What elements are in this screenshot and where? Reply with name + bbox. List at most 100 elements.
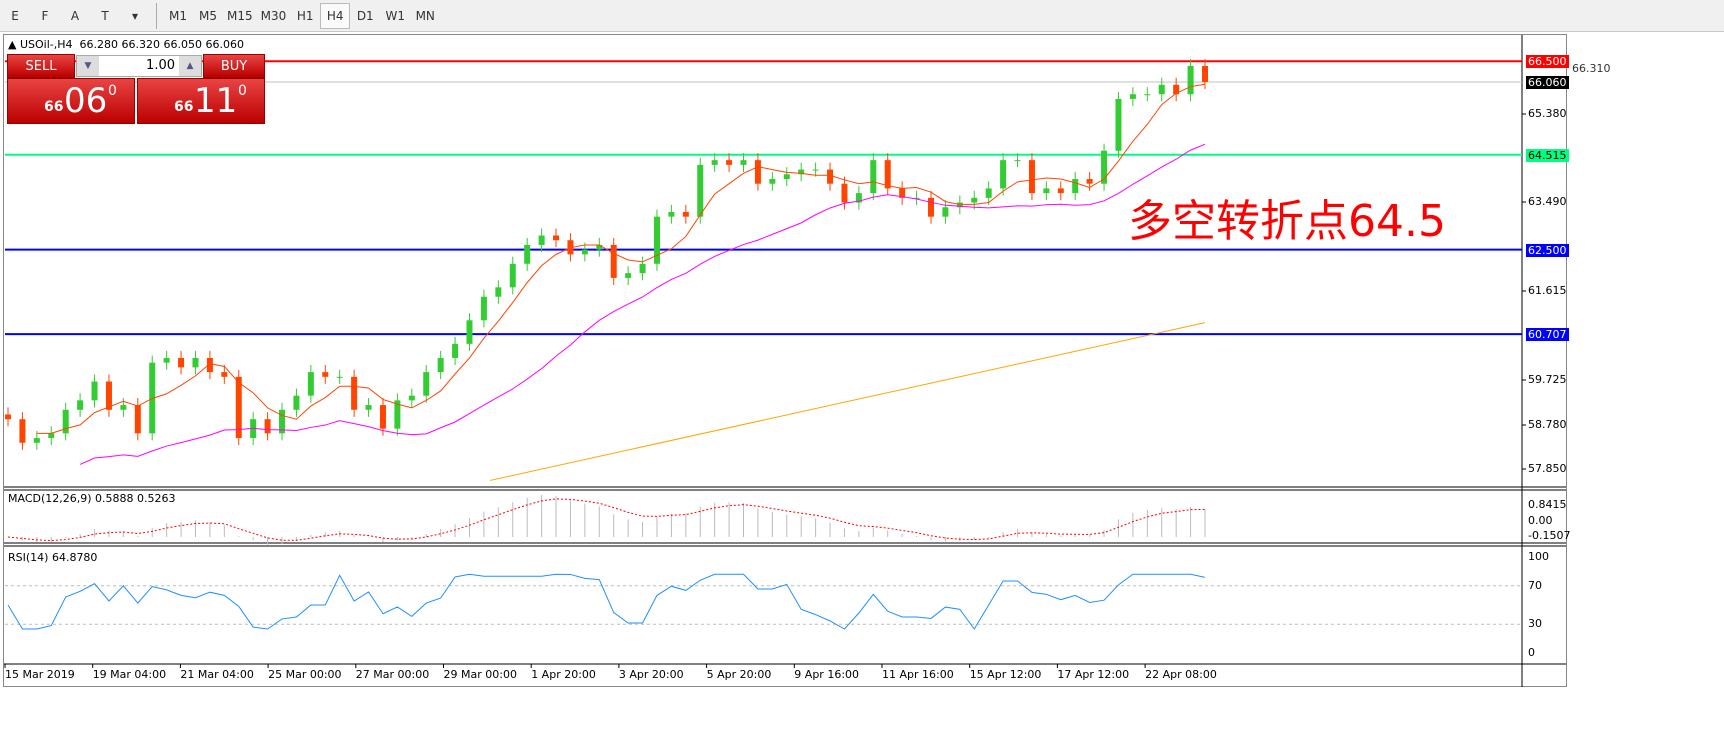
rsi-label: RSI(14) 64.8780 bbox=[8, 551, 98, 564]
timeframe-m30[interactable]: M30 bbox=[260, 8, 287, 23]
bearish-candle bbox=[322, 372, 329, 377]
arrows-icon[interactable]: ▾ bbox=[131, 8, 139, 23]
macd-signal-line bbox=[7, 498, 1206, 542]
buy-price-small: 66 bbox=[174, 99, 194, 115]
buy-price-big: 11 bbox=[194, 81, 238, 121]
buy-button[interactable]: BUY bbox=[203, 54, 265, 78]
buy-price-sup: 0 bbox=[238, 83, 247, 99]
one-click-trading-panel: SELL ▼ 1.00 ▲ BUY 66 06 0 66 11 0 bbox=[7, 54, 265, 124]
macd-axis-label: 0.8415 bbox=[1528, 498, 1567, 511]
bullish-candle bbox=[740, 160, 747, 165]
price-axis-label: 57.850 bbox=[1528, 462, 1567, 475]
price-axis-label: 58.780 bbox=[1528, 418, 1567, 431]
annotation-text: 多空转折点64.5 bbox=[1128, 196, 1446, 247]
sell-price-sup: 0 bbox=[108, 83, 117, 99]
level-price-tag: 62.500 bbox=[1526, 243, 1569, 257]
lot-input[interactable]: ▼ 1.00 ▲ bbox=[76, 55, 202, 77]
bullish-candle bbox=[163, 357, 170, 363]
buy-price[interactable]: 66 11 0 bbox=[137, 78, 265, 124]
timeframe-mn[interactable]: MN bbox=[415, 8, 435, 23]
fibo-icon[interactable]: F bbox=[41, 8, 49, 23]
bearish-candle bbox=[221, 372, 228, 377]
bullish-candle bbox=[870, 160, 877, 194]
text-label-icon[interactable]: T bbox=[101, 8, 109, 23]
bullish-candle bbox=[408, 395, 415, 401]
bullish-candle bbox=[365, 405, 372, 410]
time-axis-label: 27 Mar 00:00 bbox=[355, 668, 430, 681]
bearish-candle bbox=[553, 235, 560, 241]
rsi-axis-label: 0 bbox=[1528, 646, 1535, 659]
timeframe-m1[interactable]: M1 bbox=[169, 8, 187, 23]
macd-axis-label: -0.1507 bbox=[1528, 529, 1571, 542]
bullish-candle bbox=[913, 197, 920, 199]
time-axis-label: 1 Apr 20:00 bbox=[531, 668, 596, 681]
bearish-candle bbox=[610, 244, 617, 278]
bullish-candle bbox=[77, 400, 84, 410]
toolbar-separator bbox=[156, 2, 157, 29]
time-axis-label: 25 Mar 00:00 bbox=[268, 668, 342, 681]
bearish-candle bbox=[899, 188, 906, 198]
timeframe-h1[interactable]: H1 bbox=[296, 8, 314, 23]
lot-value[interactable]: 1.00 bbox=[146, 58, 175, 73]
bullish-candle bbox=[91, 381, 98, 401]
bearish-candle bbox=[1202, 65, 1208, 82]
bullish-candle bbox=[279, 409, 286, 434]
timeframe-h4[interactable]: H4 bbox=[320, 2, 351, 29]
bullish-candle bbox=[437, 357, 444, 373]
rsi-axis-label: 30 bbox=[1528, 617, 1542, 631]
bullish-candle bbox=[1072, 178, 1079, 194]
bullish-candle bbox=[653, 216, 660, 264]
bearish-candle bbox=[927, 197, 934, 217]
bullish-candle bbox=[192, 357, 199, 368]
rsi-axis-label: 70 bbox=[1528, 578, 1542, 592]
bearish-candle bbox=[105, 381, 112, 410]
timeframe-d1[interactable]: D1 bbox=[356, 8, 374, 23]
bullish-candle bbox=[985, 188, 992, 198]
bullish-candle bbox=[1115, 98, 1122, 151]
sell-price[interactable]: 66 06 0 bbox=[7, 78, 135, 124]
bullish-candle bbox=[942, 207, 949, 217]
timeframe-m5[interactable]: M5 bbox=[199, 8, 217, 23]
ma-slow-line bbox=[489, 322, 1206, 481]
bullish-candle bbox=[1101, 150, 1108, 184]
time-axis-label: 17 Apr 12:00 bbox=[1057, 668, 1130, 681]
chart-window[interactable] bbox=[3, 34, 1567, 687]
bearish-candle bbox=[827, 169, 834, 184]
bullish-candle bbox=[62, 409, 69, 434]
bullish-candle bbox=[1000, 160, 1007, 189]
bearish-candle bbox=[5, 414, 11, 420]
bullish-candle bbox=[971, 197, 978, 203]
time-axis-label: 29 Mar 00:00 bbox=[443, 668, 517, 681]
lot-increase-icon[interactable]: ▲ bbox=[179, 56, 201, 76]
bullish-candle bbox=[639, 263, 646, 274]
ma-mid-line bbox=[79, 143, 1206, 465]
bearish-candle bbox=[841, 183, 848, 203]
macd-axis-label: 0.00 bbox=[1528, 514, 1553, 527]
timeframe-m15[interactable]: M15 bbox=[227, 8, 253, 23]
bullish-candle bbox=[697, 164, 704, 217]
bearish-candle bbox=[1086, 178, 1093, 184]
sell-button[interactable]: SELL bbox=[7, 54, 75, 78]
price-axis-label: 65.380 bbox=[1528, 107, 1567, 120]
bearish-candle bbox=[1057, 188, 1064, 194]
bearish-candle bbox=[264, 419, 271, 434]
time-axis-label: 15 Apr 12:00 bbox=[969, 668, 1042, 681]
bullish-candle bbox=[293, 395, 300, 410]
bearish-candle bbox=[19, 419, 26, 443]
bullish-candle bbox=[495, 287, 502, 297]
toolbar: E F A T ▾ M1 M5 M15 M30 H1 H4 D1 W1 MN bbox=[0, 0, 1724, 32]
bullish-candle bbox=[509, 263, 516, 288]
lot-decrease-icon[interactable]: ▼ bbox=[77, 56, 99, 76]
text-icon[interactable]: A bbox=[70, 8, 80, 23]
ma-fast-line bbox=[36, 83, 1206, 434]
level-price-tag: 66.500 bbox=[1526, 55, 1569, 69]
timeframe-w1[interactable]: W1 bbox=[385, 8, 406, 23]
elliott-wave-icon[interactable]: E bbox=[11, 8, 19, 23]
price-axis-label: 61.615 bbox=[1528, 284, 1567, 297]
bullish-candle bbox=[524, 244, 531, 264]
bearish-candle bbox=[1173, 84, 1180, 95]
symbol: USOil-,H4 bbox=[19, 38, 73, 51]
bullish-candle bbox=[1043, 188, 1050, 194]
bearish-candle bbox=[351, 376, 358, 410]
